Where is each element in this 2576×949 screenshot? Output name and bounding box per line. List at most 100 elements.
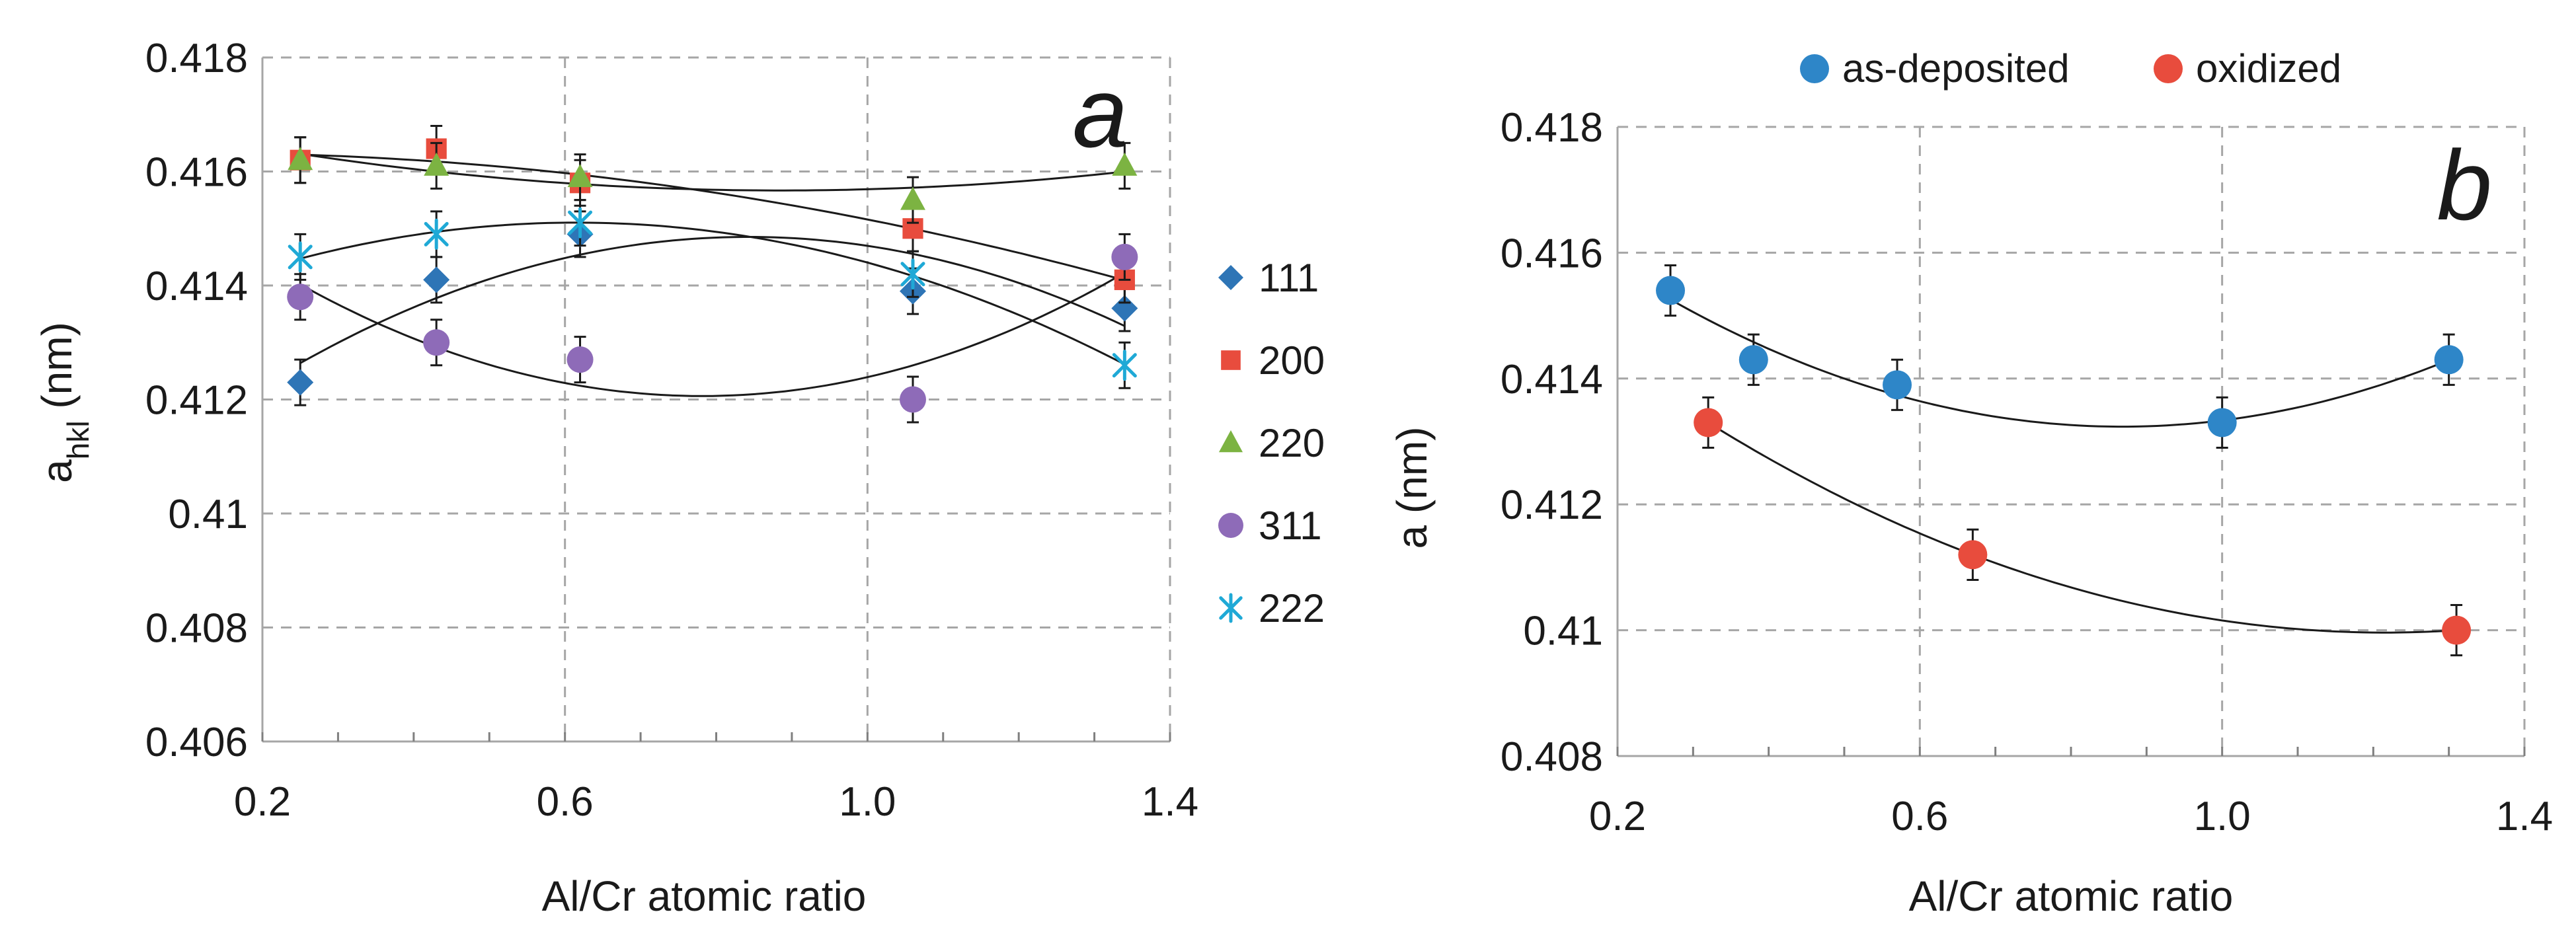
panel-a-y-tick-label: 0.414 xyxy=(145,264,248,309)
panel-a-series-220-marker xyxy=(1112,152,1138,176)
panel-a-series-311-marker xyxy=(287,284,314,311)
panel-a-letter: a xyxy=(1073,57,1128,168)
panel-a-series-111-marker xyxy=(287,369,314,396)
panel-a-series-311-point xyxy=(566,336,594,384)
panel-b-y-tick-label: 0.416 xyxy=(1501,231,1603,276)
panel-a-series-222-marker xyxy=(568,207,593,239)
panel-a-series-311-legend-label: 311 xyxy=(1259,504,1322,548)
panel-a-series-222-marker xyxy=(1112,350,1137,381)
panel-b-series-oxidized-legend-label: oxidized xyxy=(2196,46,2341,91)
panel-b-legend: as-deposited oxidized xyxy=(1800,46,2341,91)
panel-a-series-311-marker xyxy=(899,386,926,413)
panel-a-series-222-legend-marker xyxy=(1219,593,1243,623)
panel-a-y-axis-title: ahkl (nm) xyxy=(33,322,95,483)
panel-b-series-as-deposited-marker xyxy=(2434,345,2464,375)
panel-a-series-222-marker xyxy=(424,218,449,250)
panel-a-series-311-point xyxy=(423,319,450,367)
panel-a-series-311-point xyxy=(899,375,926,424)
panel-a-series-111-legend-marker xyxy=(1218,265,1243,290)
panel-b-x-tick-label: 1.0 xyxy=(2194,794,2251,839)
panel-b-y-tick-label: 0.414 xyxy=(1501,357,1603,402)
panel-a-series-222-point xyxy=(288,233,313,281)
panel-a-y-tick-label: 0.408 xyxy=(145,606,248,652)
panel-a-series-220-legend-label: 220 xyxy=(1259,421,1325,465)
panel-a-y-axis-symbol: a xyxy=(33,459,81,483)
panel-a-series-222-marker xyxy=(900,258,925,290)
panel-b-series-as-deposited-legend-label: as-deposited xyxy=(1842,46,2070,91)
panel-b-y-tick-label: 0.418 xyxy=(1501,105,1603,151)
panel-b-x-axis-title: Al/Cr atomic ratio xyxy=(1909,872,2234,920)
panel-a-series-311-legend-marker xyxy=(1218,513,1243,538)
panel-b-series-as-deposited-point xyxy=(1656,264,1686,317)
panel-a-series-220-point xyxy=(900,176,925,224)
panel-b-x-tick-label: 0.6 xyxy=(1891,794,1948,839)
panel-b-ticks xyxy=(1616,747,2526,756)
panel-a-series-222-legend-label: 222 xyxy=(1259,586,1325,630)
panel-a-series-200-legend-marker xyxy=(1221,350,1241,370)
panel-a-series-222-marker xyxy=(288,241,313,273)
panel-a-data-marks xyxy=(287,125,1138,424)
panel-b-tick-labels: 0.408 0.41 0.412 0.414 0.416 0.418 0.2 0.6 1.0 1.… xyxy=(1501,105,2553,839)
panel-a-y-tick-label: 0.406 xyxy=(145,720,248,765)
panel-b-series-oxidized-point xyxy=(2442,604,2472,657)
panel-b-series-oxidized-marker xyxy=(1958,540,1988,570)
panel-b-series-as-deposited-point xyxy=(2207,396,2237,449)
panel-b-letter: b xyxy=(2437,130,2492,241)
panel-a-series-222-point xyxy=(1112,341,1137,389)
panel-a-series-111-trend-curve xyxy=(299,236,1126,364)
panel-b-x-tick-label: 0.2 xyxy=(1589,794,1646,839)
panel-b-series-as-deposited-marker xyxy=(1883,370,1912,400)
panel-a-series-311-point xyxy=(287,273,314,321)
panel-b: 0.408 0.41 0.412 0.414 0.416 0.418 0.2 0.6 1.0 1.… xyxy=(1388,46,2553,920)
panel-a-series-220-marker xyxy=(424,152,449,176)
panel-a-ticks xyxy=(261,732,1171,741)
panel-a-y-tick-label: 0.41 xyxy=(168,492,248,537)
panel-a-series-311-point xyxy=(1111,233,1138,281)
panel-b-series-oxidized-marker xyxy=(2442,615,2472,645)
panel-a-x-tick-label: 1.4 xyxy=(1142,779,1198,825)
panel-a-y-tick-label: 0.418 xyxy=(145,36,248,81)
panel-a-series-222-point xyxy=(568,199,593,247)
panel-a-series-220-legend-marker xyxy=(1218,430,1243,453)
panel-a-series-220-point xyxy=(424,141,449,190)
panel-b-data-marks xyxy=(1656,264,2472,657)
panel-a-grid xyxy=(261,56,1171,743)
panel-a-legend: 111 200 220 311 222 xyxy=(1218,256,1325,630)
panel-a-series-222-point xyxy=(900,250,925,298)
panel-a: 0.406 0.408 0.41 0.412 0.414 0.416 0.418 0.2 0.6… xyxy=(33,36,1325,920)
panel-b-x-tick-label: 1.4 xyxy=(2496,794,2553,839)
panel-a-series-220-marker xyxy=(288,147,313,171)
panel-a-y-tick-label: 0.416 xyxy=(145,150,248,196)
panel-a-series-220-point xyxy=(1112,141,1138,190)
panel-b-series-oxidized-point xyxy=(1958,528,1988,581)
panel-b-series-as-deposited-marker xyxy=(1738,345,1768,375)
panel-a-x-tick-label: 1.0 xyxy=(839,779,896,825)
panel-a-series-220-marker xyxy=(567,164,593,188)
panel-b-series-oxidized-marker xyxy=(1694,408,1723,437)
panel-a-x-tick-label: 0.6 xyxy=(537,779,594,825)
panel-a-series-111-marker xyxy=(423,266,450,293)
panel-a-series-111-marker xyxy=(1111,295,1138,322)
panel-b-series-oxidized-point xyxy=(1694,396,1723,449)
panel-a-tick-labels: 0.406 0.408 0.41 0.412 0.414 0.416 0.418 0.2 0.6… xyxy=(145,36,1198,825)
panel-b-series-oxidized-legend-marker xyxy=(2154,54,2183,83)
panel-b-y-axis-title: a (nm) xyxy=(1388,427,1436,549)
panel-a-series-311-marker xyxy=(1111,243,1138,270)
panel-b-series-as-deposited-marker xyxy=(2207,408,2237,437)
panel-a-series-222-point xyxy=(424,210,449,258)
panel-a-y-tick-label: 0.412 xyxy=(145,378,248,424)
panel-b-series-as-deposited-point xyxy=(1883,358,1912,411)
panel-a-y-axis-subscript: hkl xyxy=(61,420,95,459)
panel-a-series-200-legend-label: 200 xyxy=(1259,338,1325,383)
panel-b-series-as-deposited-trend-curve xyxy=(1670,298,2450,428)
panel-b-y-tick-label: 0.41 xyxy=(1523,609,1603,654)
panel-b-trend-curves xyxy=(1670,298,2457,634)
panel-b-series-as-deposited-legend-marker xyxy=(1800,54,1829,83)
panel-a-series-111-point xyxy=(287,358,314,406)
panel-a-y-axis-unit: (nm) xyxy=(33,322,81,420)
panel-a-series-220-marker xyxy=(900,186,925,210)
panel-a-series-311-marker xyxy=(423,329,450,356)
panel-a-x-axis-title: Al/Cr atomic ratio xyxy=(542,872,867,920)
